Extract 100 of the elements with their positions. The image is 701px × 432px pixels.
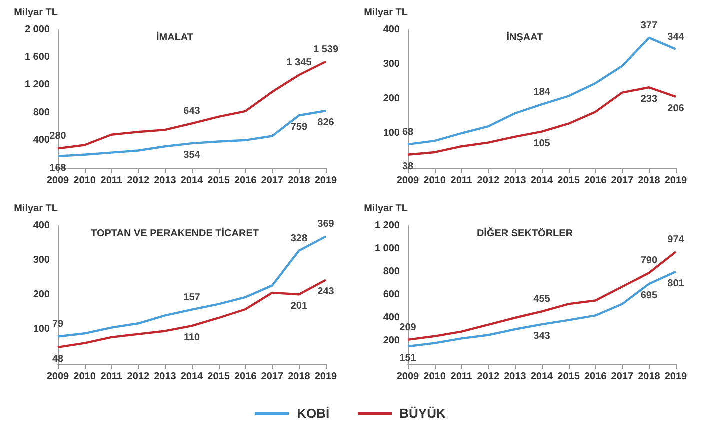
x-tick-label: 2011 — [450, 176, 473, 186]
data-label: 233 — [640, 94, 658, 106]
y-tick-label: 2 000 — [24, 24, 50, 36]
x-tick-label: 2009 — [46, 372, 70, 382]
data-label: 801 — [668, 278, 685, 290]
x-tick-label: 2013 — [504, 372, 527, 382]
data-label: 38 — [402, 161, 414, 172]
x-tick-label: 2011 — [100, 176, 123, 186]
x-tick-label: 2012 — [127, 176, 150, 186]
chart-title: İNŞAAT — [506, 32, 544, 44]
x-tick-label: 2009 — [46, 176, 70, 186]
data-label: 759 — [290, 122, 308, 134]
y-tick-label: 1 600 — [24, 52, 50, 64]
data-label: 1 345 — [286, 58, 312, 69]
y-tick-label: 200 — [33, 290, 50, 300]
x-tick-label: 2015 — [208, 176, 230, 186]
data-label: 184 — [534, 87, 551, 98]
x-tick-label: 2016 — [234, 176, 258, 186]
data-label: 201 — [290, 301, 308, 312]
chart-title: DİĞER SEKTÖRLER — [476, 228, 574, 240]
chart-title: TOPTAN VE PERAKENDE TİCARET — [91, 228, 259, 240]
y-tick-label: 100 — [383, 128, 400, 139]
x-tick-label: 2015 — [558, 372, 580, 382]
data-label: 243 — [318, 286, 335, 298]
x-tick-label: 2010 — [424, 372, 446, 382]
data-label: 790 — [640, 256, 658, 267]
data-label: 826 — [318, 118, 335, 129]
y-tick-label: 600 — [383, 290, 400, 300]
data-label: 151 — [400, 353, 417, 364]
y-tick-label: 1 200 — [24, 80, 50, 91]
x-tick-label: 2018 — [638, 176, 661, 186]
x-tick-label: 2015 — [208, 372, 230, 382]
y-tick-label: 400 — [33, 134, 50, 146]
data-label: 48 — [52, 354, 64, 365]
data-label: 110 — [184, 332, 200, 344]
x-tick-label: 2015 — [558, 176, 580, 186]
x-tick-label: 2010 — [424, 176, 446, 186]
data-label: 157 — [184, 292, 201, 304]
x-tick-label: 2012 — [127, 372, 150, 382]
x-tick-label: 2009 — [396, 176, 420, 186]
data-label: 377 — [640, 20, 658, 32]
x-tick-label: 2010 — [74, 176, 96, 186]
data-label: 343 — [534, 331, 551, 342]
x-tick-label: 2012 — [477, 176, 500, 186]
y-tick-label: 1 000 — [374, 244, 400, 254]
x-tick-label: 2016 — [234, 372, 258, 382]
x-tick-label: 2019 — [664, 176, 688, 186]
data-label: 206 — [668, 103, 685, 114]
data-label: 105 — [534, 138, 551, 150]
x-tick-label: 2017 — [261, 176, 284, 186]
x-tick-label: 2014 — [530, 176, 554, 186]
x-tick-label: 2016 — [584, 372, 608, 382]
chart-title: İMALAT — [156, 32, 194, 44]
data-label: 328 — [290, 233, 308, 244]
data-label: 695 — [640, 290, 658, 302]
x-tick-label: 2019 — [664, 372, 688, 382]
x-tick-label: 2010 — [74, 372, 96, 382]
data-label: 79 — [52, 319, 64, 330]
data-label: 369 — [318, 219, 335, 230]
y-tick-label: 800 — [33, 107, 50, 118]
x-tick-label: 2018 — [288, 176, 311, 186]
y-tick-label: 300 — [33, 255, 50, 266]
x-tick-label: 2018 — [288, 372, 311, 382]
data-label: 280 — [50, 131, 67, 142]
x-tick-label: 2011 — [100, 372, 123, 382]
y-tick-label: 400 — [33, 220, 50, 232]
legend-label: BÜYÜK — [400, 406, 446, 421]
x-tick-label: 2014 — [180, 372, 204, 382]
x-tick-label: 2017 — [611, 176, 634, 186]
y-tick-label: 300 — [383, 59, 400, 70]
y-axis-title: Milyar TL — [14, 204, 58, 214]
data-label: 1 539 — [313, 44, 339, 56]
x-tick-label: 2018 — [638, 372, 661, 382]
data-label: 354 — [184, 150, 201, 162]
y-axis-title: Milyar TL — [364, 204, 408, 214]
y-axis-title: Milyar TL — [14, 8, 58, 18]
data-label: 68 — [402, 127, 414, 138]
x-tick-label: 2009 — [396, 372, 420, 382]
y-tick-label: 200 — [383, 94, 400, 104]
x-tick-label: 2017 — [261, 372, 284, 382]
x-tick-label: 2013 — [504, 176, 527, 186]
x-tick-label: 2019 — [314, 176, 338, 186]
x-tick-label: 2014 — [180, 176, 204, 186]
y-tick-label: 1 200 — [374, 220, 400, 232]
y-tick-label: 800 — [383, 266, 400, 278]
y-axis-title: Milyar TL — [364, 8, 408, 18]
data-label: 209 — [400, 322, 417, 334]
data-label: 344 — [668, 32, 685, 43]
y-tick-label: 200 — [383, 336, 400, 346]
x-tick-label: 2016 — [584, 176, 608, 186]
data-label: 643 — [184, 106, 201, 118]
x-tick-label: 2014 — [530, 372, 554, 382]
y-tick-label: 400 — [383, 312, 400, 324]
legend-label: KOBİ — [297, 406, 330, 421]
x-tick-label: 2012 — [477, 372, 500, 382]
x-tick-label: 2013 — [154, 372, 177, 382]
x-tick-label: 2017 — [611, 372, 634, 382]
y-tick-label: 100 — [33, 324, 50, 335]
y-tick-label: 400 — [383, 24, 400, 36]
data-label: 974 — [668, 234, 685, 246]
